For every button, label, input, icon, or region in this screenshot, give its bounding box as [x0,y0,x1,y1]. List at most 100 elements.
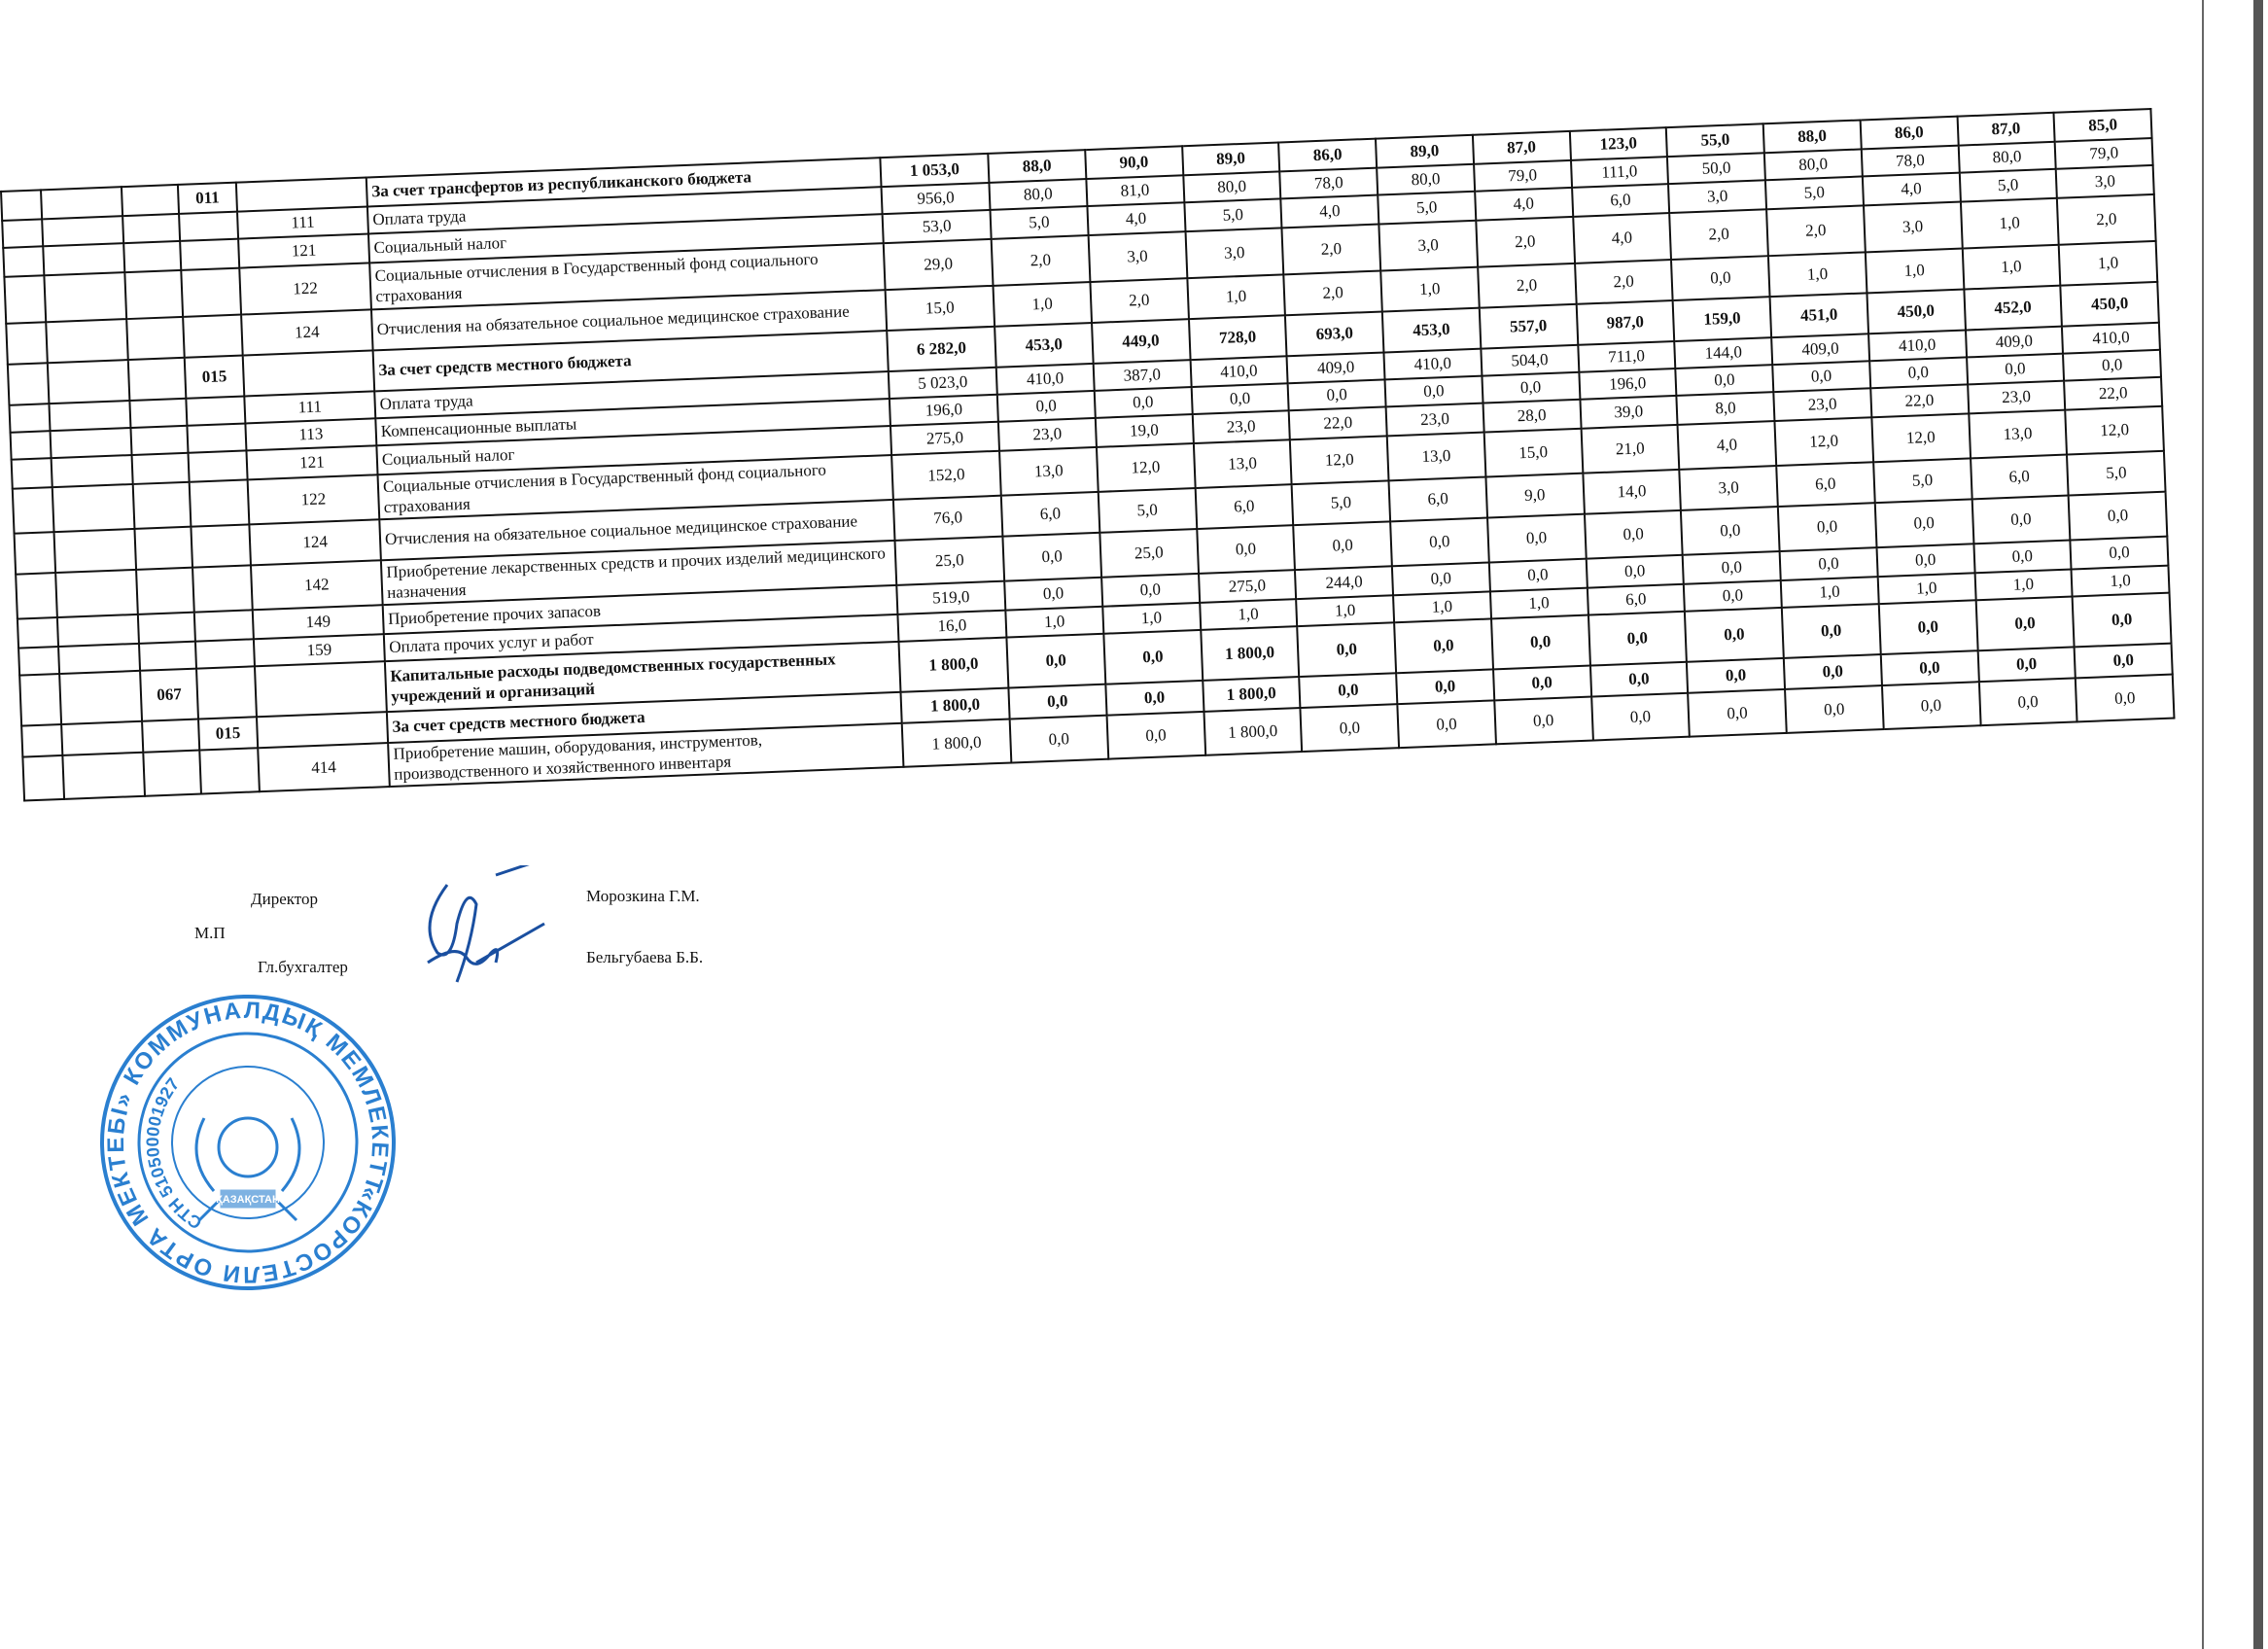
month-value-cell: 2,0 [1477,263,1577,308]
month-value-cell: 5,0 [1764,176,1864,210]
month-value-cell: 3,0 [2055,164,2154,198]
month-value-cell: 55,0 [1666,123,1764,158]
blank-cell [18,647,60,676]
month-value-cell: 0,0 [1094,387,1193,418]
month-value-cell: 0,0 [1878,600,1978,655]
month-value-cell: 0,0 [1584,509,1683,559]
month-value-cell: 6,0 [1970,454,2069,500]
month-value-cell: 0,0 [1297,622,1397,678]
blank-cell [4,275,47,324]
month-value-cell: 5,0 [1183,198,1282,232]
month-value-cell: 0,0 [2063,349,2162,381]
month-value-cell: 2,0 [1281,224,1381,275]
month-value-cell: 0,0 [1590,692,1691,741]
budget-table: 011 За счет трансфертов из республиканско… [0,108,2175,801]
program-code-cell [129,398,188,429]
month-value-cell: 39,0 [1579,395,1678,429]
month-value-cell: 0,0 [1777,503,1877,552]
month-value-cell: 1,0 [1974,569,2073,601]
month-value-cell: 0,0 [1671,256,1770,301]
total-value-cell: 16,0 [897,610,1007,642]
blank-cell [3,246,45,277]
month-value-cell: 0,0 [1687,657,1786,693]
total-value-cell: 76,0 [892,495,1003,541]
blank-cell [22,754,65,800]
month-value-cell: 23,0 [1385,403,1484,437]
subprogram-code-cell [196,666,257,719]
month-value-cell: 0,0 [2076,674,2175,721]
program-code-cell [134,526,193,570]
month-value-cell: 15,0 [1483,428,1583,477]
stamp-place-label: М.П [194,924,226,942]
subprogram-code-cell [179,211,239,241]
month-value-cell: 0,0 [1785,685,1884,733]
total-value-cell: 29,0 [883,238,994,291]
total-value-cell: 1 800,0 [901,719,1012,767]
program-code-cell [138,641,197,671]
month-value-cell: 12,0 [1290,436,1389,485]
month-value-cell: 0,0 [1106,711,1205,759]
month-value-cell: 5,0 [1291,480,1391,526]
month-value-cell: 0,0 [1682,551,1781,584]
month-value-cell: 23,0 [1967,380,2066,414]
month-value-cell: 0,0 [1490,614,1590,670]
month-value-cell: 0,0 [1103,629,1203,684]
month-value-cell: 4,0 [1677,421,1777,470]
month-value-cell: 5,0 [990,206,1089,239]
month-value-cell: 1,0 [1005,606,1104,638]
blank-cell [14,532,56,575]
month-value-cell: 451,0 [1769,293,1868,338]
subprogram-code-cell [189,479,250,527]
month-value-cell: 9,0 [1485,473,1585,518]
month-value-cell: 450,0 [2060,281,2159,327]
month-value-cell: 0,0 [1299,673,1398,709]
month-value-cell: 1,0 [2071,565,2170,597]
month-value-cell: 409,0 [1771,333,1869,366]
month-value-cell: 2,0 [1090,278,1189,323]
month-value-cell: 3,0 [1185,228,1284,279]
month-value-cell: 80,0 [1377,163,1475,195]
month-value-cell: 0,0 [2074,643,2173,679]
month-value-cell: 410,0 [995,363,1095,395]
total-value-cell: 275,0 [890,421,1000,455]
blank-cell [44,272,127,323]
month-value-cell: 0,0 [1009,715,1109,762]
month-value-cell: 711,0 [1577,340,1676,372]
month-value-cell: 8,0 [1676,392,1775,425]
month-value-cell: 88,0 [1762,120,1862,154]
month-value-cell: 0,0 [1868,357,1968,389]
month-value-cell: 6,0 [1571,184,1670,217]
program-code-cell [126,316,185,361]
blank-cell [17,617,59,649]
month-value-cell: 0,0 [1975,596,2075,651]
month-value-cell: 85,0 [2053,109,2152,142]
month-value-cell: 12,0 [1774,417,1873,467]
month-value-cell: 23,0 [1773,388,1872,422]
total-value-cell: 956,0 [881,182,991,215]
month-value-cell: 1,0 [1489,587,1588,619]
blank-cell [52,483,135,533]
month-value-cell: 0,0 [1100,573,1200,607]
subprogram-code-cell [191,524,251,568]
paper-edge-line [2253,0,2263,1649]
month-value-cell: 50,0 [1667,153,1765,185]
month-value-cell: 1 800,0 [1200,626,1300,681]
specifics-code-cell: 142 [250,560,383,611]
specifics-code-cell: 122 [247,474,380,525]
month-value-cell: 13,0 [1386,432,1486,481]
month-value-cell: 87,0 [1472,130,1571,164]
blank-cell [12,487,54,534]
subprogram-code-cell [180,238,240,270]
paper-edge-line [2202,0,2204,1649]
month-value-cell: 123,0 [1569,127,1668,160]
month-value-cell: 453,0 [994,322,1094,368]
month-value-cell: 90,0 [1084,146,1183,180]
subprogram-code-cell [183,314,243,358]
month-value-cell: 0,0 [1390,517,1489,567]
month-value-cell: 0,0 [1196,525,1296,574]
month-value-cell: 5,0 [1098,488,1197,533]
month-value-cell: 2,0 [1476,216,1575,267]
budget-table-container: 011 За счет трансфертов из республиканско… [0,108,2175,801]
month-value-cell: 23,0 [997,417,1097,451]
month-value-cell: 25,0 [1099,529,1199,578]
